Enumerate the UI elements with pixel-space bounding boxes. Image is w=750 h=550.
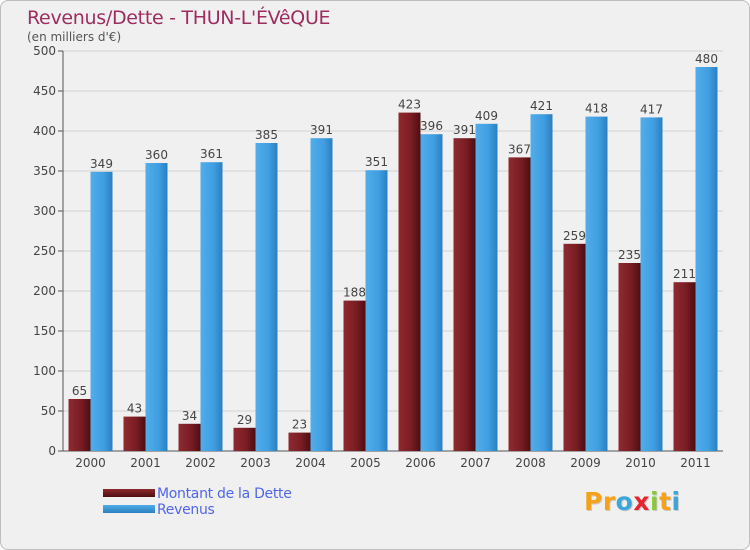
data-label-revenus-2010: 417 [640,102,663,116]
y-tick-label-50: 50 [41,404,56,418]
data-label-dette-2009: 259 [563,229,586,243]
y-tick-label-400: 400 [33,124,56,138]
y-tick-label-0: 0 [48,444,56,458]
bar-revenus-2004 [310,138,333,451]
bar-dette-2008 [508,157,531,451]
y-tick-label-250: 250 [33,244,56,258]
chart-title: Revenus/Dette - THUN-L'ÉVêQUE [27,7,331,29]
data-label-dette-2006: 423 [398,98,421,112]
x-tick-label-2000: 2000 [75,456,106,470]
logo-letter: i [671,487,681,516]
legend-label-revenus: Revenus [157,502,215,518]
logo-letter: i [650,487,660,516]
x-tick-label-2007: 2007 [460,456,491,470]
x-tick-label-2003: 2003 [240,456,271,470]
logo-letter: P [584,487,603,516]
x-tick-label-2010: 2010 [625,456,656,470]
x-tick-label-2008: 2008 [515,456,546,470]
data-label-dette-2005: 188 [343,286,366,300]
logo-letter: o [615,487,634,516]
y-tick-label-150: 150 [33,324,56,338]
data-label-revenus-2003: 385 [255,128,278,142]
y-tick-label-200: 200 [33,284,56,298]
data-label-dette-2007: 391 [453,123,476,137]
bar-revenus-2005 [365,170,388,451]
data-label-revenus-2001: 360 [145,148,168,162]
data-label-dette-2003: 29 [237,413,252,427]
bar-revenus-2008 [530,114,553,451]
y-axis-ticks: 0 50 100 150 200 250 300 350 400 450 500 [33,44,56,458]
bar-revenus-2006 [420,134,443,451]
data-label-dette-2000: 65 [72,384,87,398]
data-label-revenus-2000: 349 [90,157,113,171]
logo-letter: x [633,487,650,516]
y-tick-label-350: 350 [33,164,56,178]
bar-dette-2000 [68,399,91,451]
proxiti-logo: Proxiti [584,487,681,516]
x-tick-label-2011: 2011 [680,456,711,470]
bar-revenus-2002 [200,162,223,451]
legend-swatch-revenus [103,505,155,513]
bar-revenus-2000 [90,171,113,452]
y-tick-label-100: 100 [33,364,56,378]
x-tick-label-2001: 2001 [130,456,161,470]
x-tick-label-2006: 2006 [405,456,436,470]
y-tick-label-450: 450 [33,84,56,98]
logo-letter: r [602,487,616,516]
bar-revenus-2003 [255,143,278,451]
data-label-revenus-2002: 361 [200,147,223,161]
chart-subtitle: (en milliers d'€) [27,30,122,44]
bar-revenus-2007 [475,123,498,452]
x-tick-label-2004: 2004 [295,456,326,470]
bar-revenus-2001 [145,163,168,451]
bar-revenus-2009 [585,116,608,451]
x-axis-labels: 2000 2001 2002 2003 2004 2005 2006 2007 2008 2009… [75,456,711,470]
bar-dette-2005 [343,300,366,451]
data-label-dette-2002: 34 [182,409,197,423]
data-label-revenus-2004: 391 [310,123,333,137]
legend-label-dette: Montant de la Dette [157,486,292,502]
data-label-dette-2001: 43 [127,402,142,416]
grid-lines [58,50,723,452]
data-label-revenus-2007: 409 [475,109,498,123]
bar-revenus-2010 [640,117,663,452]
bar-dette-2003 [233,427,256,451]
legend-swatch-dette [103,489,155,497]
bar-dette-2010 [618,263,641,451]
data-label-revenus-2006: 396 [420,119,443,133]
data-label-revenus-2005: 351 [365,155,388,169]
y-tick-label-500: 500 [33,44,56,58]
data-label-revenus-2009: 418 [585,102,608,116]
x-tick-label-2009: 2009 [570,456,601,470]
bar-dette-2009 [563,243,586,451]
data-label-revenus-2011: 480 [695,52,718,66]
data-label-dette-2011: 211 [673,267,696,281]
bar-revenus-2011 [695,67,718,451]
data-label-dette-2008: 367 [508,142,531,156]
x-tick-label-2005: 2005 [350,456,381,470]
bar-dette-2001 [123,416,146,451]
y-tick-label-300: 300 [33,204,56,218]
logo-letter: t [659,487,672,516]
data-label-dette-2010: 235 [618,248,641,262]
x-tick-label-2002: 2002 [185,456,216,470]
bar-dette-2006 [398,112,421,451]
data-label-revenus-2008: 421 [530,99,553,113]
bars [68,67,718,452]
data-label-dette-2004: 23 [292,418,307,432]
bar-dette-2004 [288,432,311,451]
bar-dette-2007 [453,138,476,451]
data-labels: 65 349 43 360 34 361 29 385 23 391 188 351 423 396 391… [72,52,718,432]
bar-dette-2002 [178,423,201,451]
bar-dette-2011 [673,282,696,451]
